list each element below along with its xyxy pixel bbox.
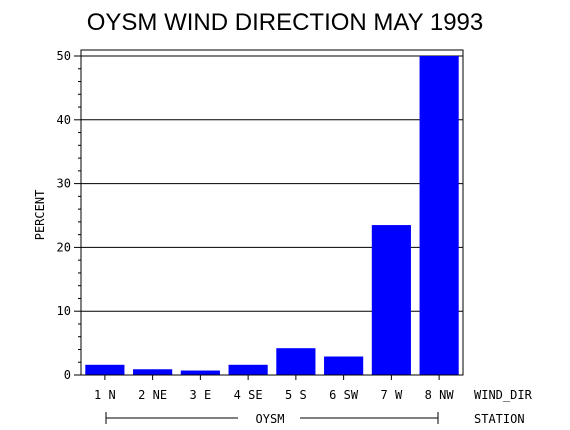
bar-8 — [419, 56, 459, 375]
plot-border — [80, 49, 464, 376]
x-tick-label: 1 N — [94, 388, 116, 402]
station-group-label: OYSM — [256, 412, 285, 426]
bars — [85, 56, 459, 375]
y-tick-label: 30 — [57, 177, 71, 191]
y-tick-label: 10 — [57, 304, 71, 318]
bar-6 — [324, 356, 364, 375]
chart-title: OYSM WIND DIRECTION MAY 1993 — [87, 9, 484, 36]
y-axis-label: PERCENT — [33, 190, 47, 241]
x-tick-label: 8 NW — [425, 388, 455, 402]
bar-4 — [228, 364, 268, 375]
bar-1 — [85, 364, 125, 375]
bar-7 — [371, 225, 411, 375]
x-axis-label: WIND_DIR — [474, 388, 533, 402]
x-tick-label: 2 NE — [138, 388, 167, 402]
station-bracket — [105, 412, 439, 424]
x-tick-label: 7 W — [381, 388, 403, 402]
y-tick-label: 20 — [57, 240, 71, 254]
bar-3 — [180, 370, 220, 375]
bar-5 — [276, 348, 316, 375]
x-tick-label: 6 SW — [329, 388, 359, 402]
y-tick-label: 40 — [57, 113, 71, 127]
y-axis: 0 10 20 30 40 50 — [57, 49, 81, 382]
bar-2 — [133, 369, 173, 375]
y-tick-label: 0 — [64, 368, 71, 382]
x-axis: 1 N 2 NE 3 E 4 SE 5 S 6 SW 7 W 8 NW — [94, 375, 454, 402]
station-axis-label: STATION — [474, 412, 525, 426]
x-tick-label: 4 SE — [234, 388, 263, 402]
x-tick-label: 5 S — [285, 388, 307, 402]
plot-frame — [80, 49, 464, 376]
y-tick-label: 50 — [57, 49, 71, 63]
x-tick-label: 3 E — [190, 388, 212, 402]
